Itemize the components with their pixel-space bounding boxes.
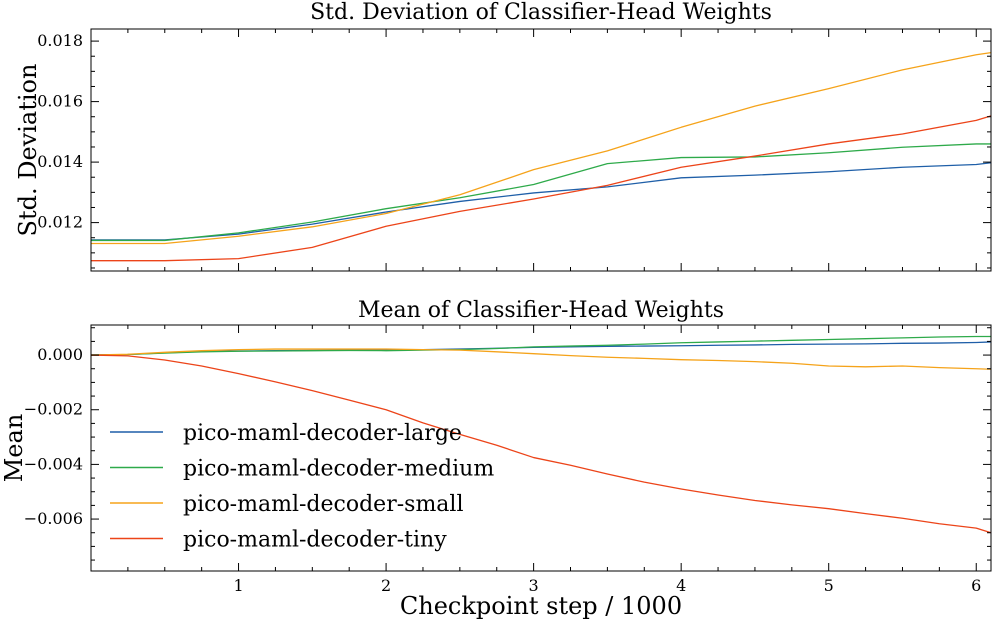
plot-frame-mean <box>90 324 992 572</box>
y-tick-label: 0.018 <box>37 31 83 50</box>
y-tick-label: −0.002 <box>24 400 83 419</box>
series-line-mean-pico-maml-decoder-medium <box>90 335 991 356</box>
chart-panel-std: Std. Deviation of Classifier-Head Weight… <box>14 0 992 272</box>
legend-label: pico-maml-decoder-tiny <box>183 528 447 553</box>
chart-title-mean: Mean of Classifier-Head Weights <box>358 298 724 323</box>
series-line-std-pico-maml-decoder-large <box>91 162 992 241</box>
y-axis-label-mean: Mean <box>0 414 28 483</box>
series-line-std-pico-maml-decoder-tiny <box>91 115 992 262</box>
series-line-mean-pico-maml-decoder-tiny <box>90 354 992 534</box>
x-tick-label: 2 <box>381 576 391 595</box>
chart-title-std: Std. Deviation of Classifier-Head Weight… <box>310 0 772 25</box>
x-axis-label: Checkpoint step / 1000 <box>400 592 682 620</box>
y-axis-label-std: Std. Deviation <box>14 64 42 237</box>
y-tick-label: −0.006 <box>24 509 83 528</box>
series-line-std-pico-maml-decoder-medium <box>91 143 991 242</box>
y-tick-label: 0.016 <box>37 92 83 111</box>
series-line-mean-pico-maml-decoder-small <box>90 348 992 370</box>
chart-panel-mean: Mean of Classifier-Head Weights 1 2 3 4 5 6 Che… <box>0 298 992 620</box>
x-tick-label: 6 <box>971 576 981 595</box>
legend: pico-maml-decoder-large pico-maml-decoder… <box>110 421 494 553</box>
y-tick-label: −0.004 <box>24 454 83 473</box>
x-tick-label: 4 <box>676 576 686 595</box>
x-tick-label: 3 <box>529 576 539 595</box>
y-tick-label: 0.000 <box>37 345 83 364</box>
legend-label: pico-maml-decoder-medium <box>183 457 494 482</box>
x-tick-label: 5 <box>824 576 834 595</box>
plot-frame-std <box>90 28 992 272</box>
y-tick-label: 0.014 <box>37 152 83 171</box>
legend-label: pico-maml-decoder-large <box>183 421 462 446</box>
x-tick-label: 1 <box>233 576 243 595</box>
y-tick-label: 0.012 <box>37 213 83 232</box>
series-line-std-pico-maml-decoder-small <box>91 51 992 245</box>
series-line-mean-pico-maml-decoder-large <box>90 341 992 356</box>
legend-label: pico-maml-decoder-small <box>183 492 464 517</box>
